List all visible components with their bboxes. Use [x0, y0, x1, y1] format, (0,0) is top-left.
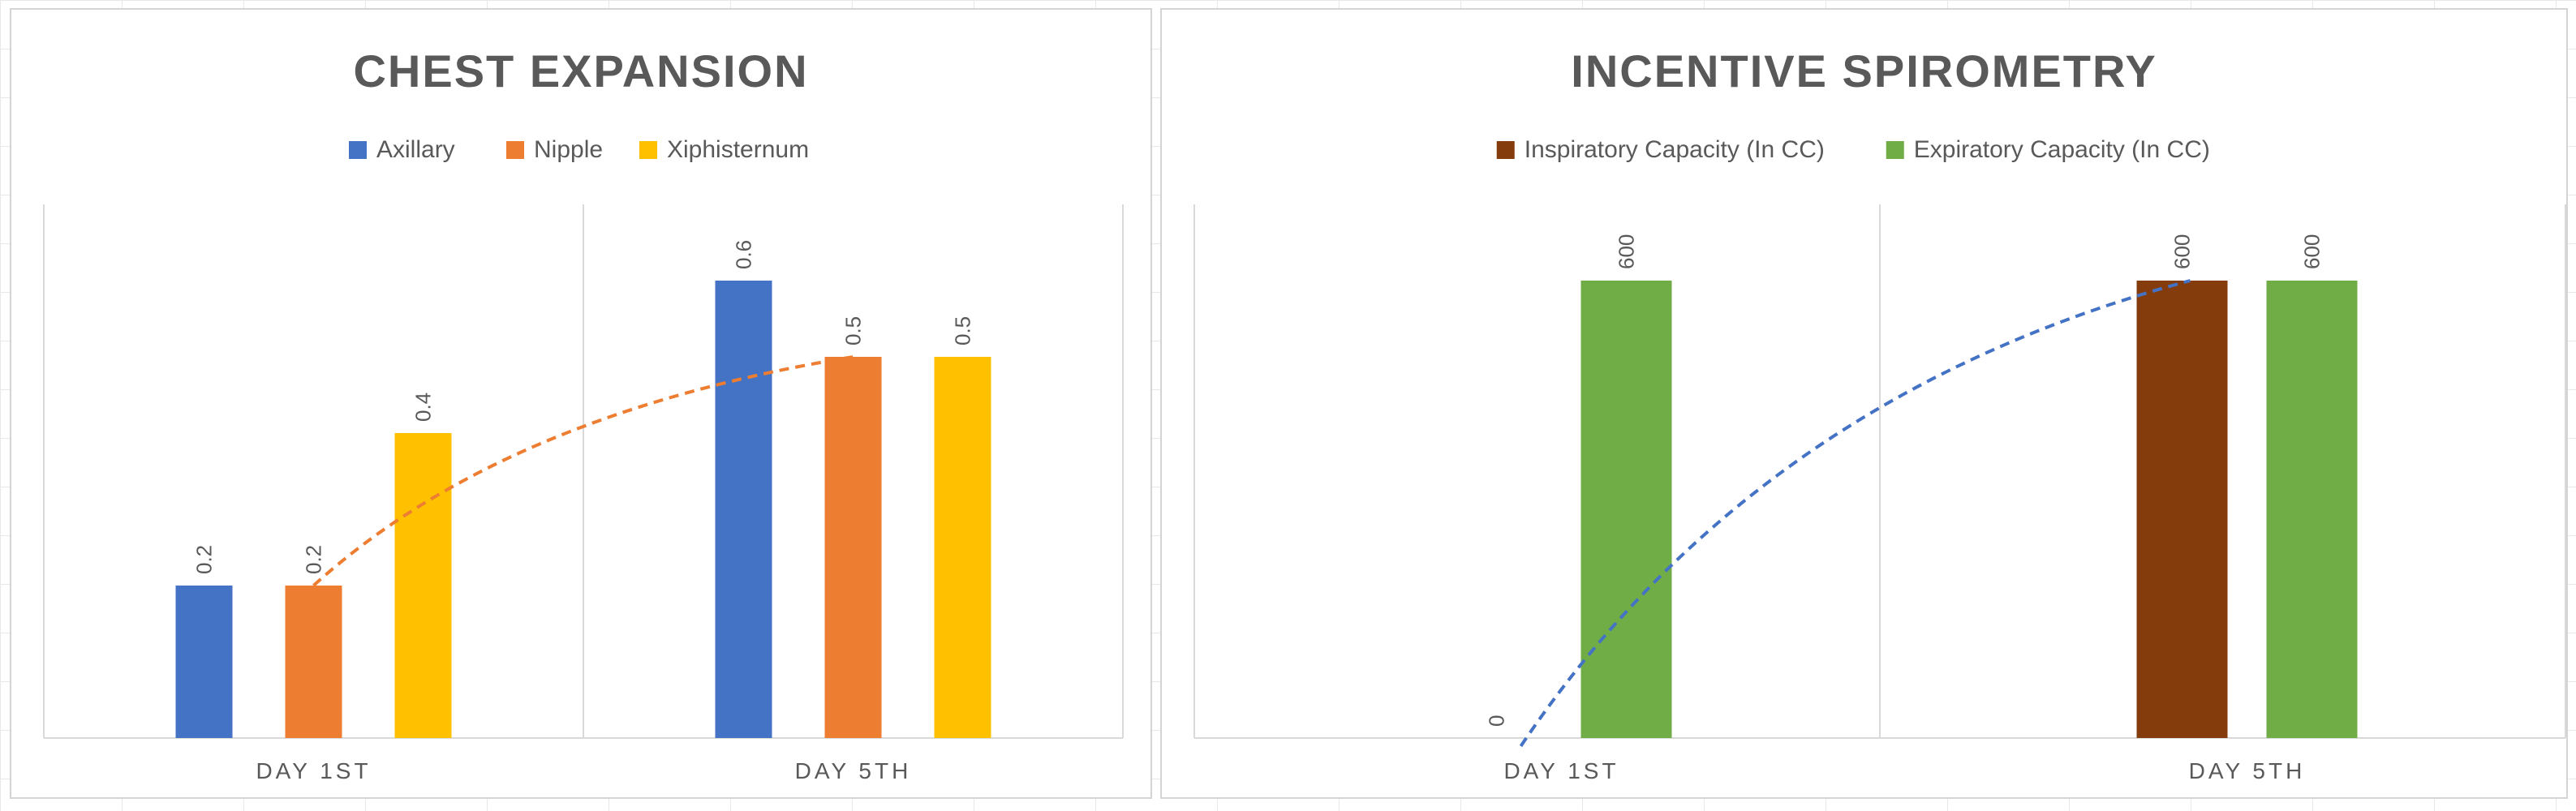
- data-label-2-0: 0.4: [411, 393, 436, 422]
- legend-label-1: Nipple: [534, 136, 603, 163]
- legend-swatch-0: [1496, 141, 1515, 159]
- category-label-1: DAY 5TH: [795, 758, 912, 783]
- incentive-spirometry-title: INCENTIVE SPIROMETRY: [1571, 45, 2157, 97]
- category-label-1: DAY 5TH: [2189, 758, 2306, 783]
- data-label-1-0: 0.2: [302, 545, 326, 574]
- data-label-1-1: 0.5: [841, 316, 866, 345]
- trendline: [312, 355, 854, 587]
- category-label-0: DAY 1ST: [256, 758, 371, 783]
- chest-expansion-chart-svg: CHEST EXPANSION Axillary Nipple Xiphisternu…: [43, 45, 1124, 783]
- bar-0-0[interactable]: [175, 586, 233, 738]
- trendline: [1519, 279, 2191, 748]
- data-label-1-1: 600: [2300, 234, 2324, 269]
- bar-2-1[interactable]: [934, 357, 991, 738]
- legend-swatch-1: [1886, 141, 1904, 159]
- data-label-2-1: 0.5: [951, 316, 975, 345]
- legend-swatch-1: [506, 141, 524, 159]
- chest-expansion-title: CHEST EXPANSION: [353, 45, 808, 97]
- bar-1-1[interactable]: [824, 357, 882, 738]
- bar-1-1[interactable]: [2266, 281, 2358, 738]
- data-label-0-1: 0.6: [732, 240, 756, 269]
- data-label-0-1: 600: [2170, 234, 2195, 269]
- bar-2-0[interactable]: [394, 433, 452, 738]
- category-label-0: DAY 1ST: [1503, 758, 1619, 783]
- legend-label-1: Expiratory Capacity (In CC): [1914, 136, 2210, 163]
- legend-item-0: Axillary: [349, 136, 455, 163]
- incentive-spirometry-chart-svg: INCENTIVE SPIROMETRY Inspiratory Capacity…: [1193, 45, 2566, 783]
- legend-label-2: Xiphisternum: [667, 136, 809, 163]
- bar-0-1[interactable]: [2136, 281, 2228, 738]
- legend-item-1: Expiratory Capacity (In CC): [1886, 136, 2210, 163]
- legend-label-0: Axillary: [376, 136, 455, 163]
- legend-swatch-0: [349, 141, 367, 159]
- legend-item-2: Xiphisternum: [639, 136, 809, 163]
- legend-label-0: Inspiratory Capacity (In CC): [1525, 136, 1825, 163]
- data-label-1-0: 600: [1615, 234, 1639, 269]
- legend-item-0: Inspiratory Capacity (In CC): [1496, 136, 1825, 163]
- bar-1-0[interactable]: [1580, 281, 1672, 738]
- data-label-0-0: 0: [1485, 715, 1509, 727]
- legend-item-1: Nipple: [506, 136, 603, 163]
- bar-0-1[interactable]: [715, 281, 772, 738]
- chest-expansion-chart[interactable]: CHEST EXPANSION Axillary Nipple Xiphisternu…: [10, 8, 1152, 799]
- bar-1-0[interactable]: [285, 586, 342, 738]
- data-label-0-0: 0.2: [192, 545, 217, 574]
- incentive-spirometry-chart[interactable]: INCENTIVE SPIROMETRY Inspiratory Capacity…: [1160, 8, 2568, 799]
- legend-swatch-2: [639, 141, 657, 159]
